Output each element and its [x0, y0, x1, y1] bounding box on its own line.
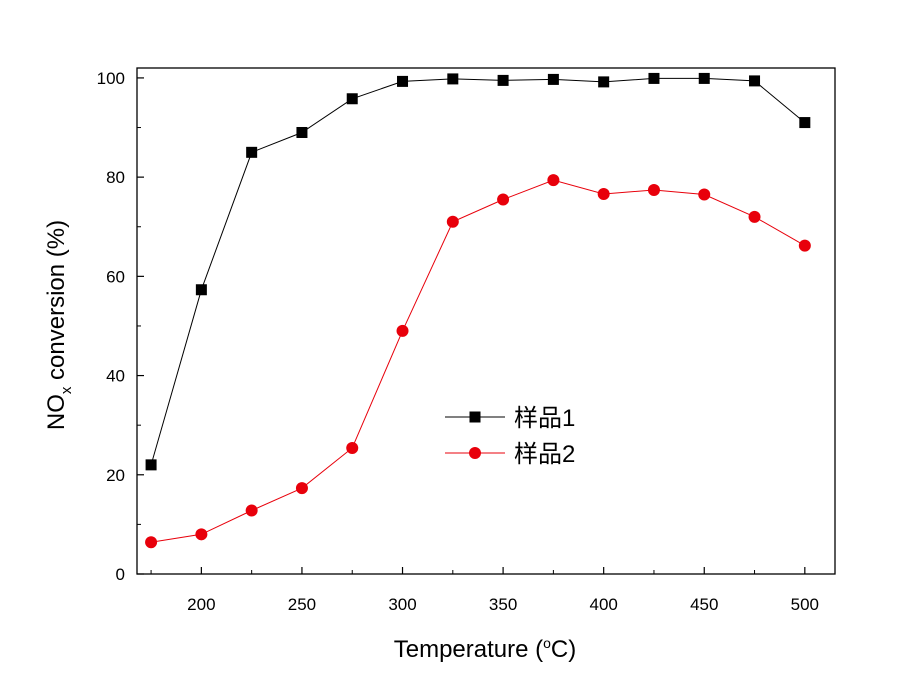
series-2-point: [446, 215, 459, 228]
series-2-point: [497, 193, 510, 206]
series-2-point: [798, 239, 811, 252]
x-tick-label: 500: [791, 595, 819, 614]
series-layer: [145, 72, 811, 549]
series-1-point: [698, 72, 710, 84]
series-1-point: [346, 93, 358, 105]
series-1-point: [447, 73, 459, 85]
series-2-point: [698, 188, 711, 201]
x-axis-ticks: 200 250 300 350 400 450 500: [150, 567, 819, 614]
series-2-point: [396, 324, 409, 337]
series-1-point: [749, 75, 761, 87]
x-tick-label: 450: [690, 595, 718, 614]
legend-marker-2: [469, 447, 481, 459]
x-tick-label: 250: [288, 595, 316, 614]
x-tick-label: 400: [589, 595, 617, 614]
series-1-line: [150, 77, 806, 466]
legend-label-2: 样品2: [514, 441, 575, 468]
series-1-point: [195, 284, 207, 296]
series-2-point: [346, 441, 359, 454]
x-axis-title: Temperature (oC): [394, 635, 577, 663]
axes: [136, 67, 836, 575]
y-axis-ticks: 0 20 40 60 80 100: [97, 69, 144, 584]
series-1-point: [296, 126, 308, 138]
y-tick-label: 80: [106, 168, 125, 187]
y-tick-label: 40: [106, 367, 125, 386]
y-axis-title: NOx conversion (%): [43, 220, 75, 430]
series-1: [145, 72, 811, 471]
plot-frame: [136, 67, 836, 575]
series-1-point: [648, 72, 660, 84]
series-1-point: [397, 75, 409, 87]
legend-item-2: 样品2: [445, 441, 575, 468]
series-2-point: [597, 188, 610, 201]
series-2: [145, 174, 811, 549]
legend-marker-1: [469, 411, 481, 423]
legend-label-1: 样品1: [514, 405, 575, 432]
series-2-point: [145, 536, 158, 549]
y-tick-label: 20: [106, 466, 125, 485]
series-2-point: [245, 504, 258, 517]
y-tick-label: 60: [106, 267, 125, 286]
series-1-point: [547, 73, 559, 85]
series-2-point: [647, 184, 660, 197]
y-tick-label: 100: [97, 69, 125, 88]
series-1-point: [246, 146, 258, 158]
series-2-point: [547, 174, 560, 187]
series-2-point: [295, 482, 308, 495]
y-tick-label: 0: [116, 565, 125, 584]
series-1-point: [145, 459, 157, 471]
series-1-point: [598, 76, 610, 88]
legend-item-1: 样品1: [445, 405, 575, 432]
series-2-point: [195, 528, 208, 541]
x-tick-label: 350: [489, 595, 517, 614]
x-tick-label: 300: [388, 595, 416, 614]
series-1-point: [799, 117, 811, 129]
series-2-line: [151, 179, 806, 543]
series-1-point: [497, 74, 509, 86]
series-2-point: [748, 210, 761, 223]
x-tick-label: 200: [187, 595, 215, 614]
